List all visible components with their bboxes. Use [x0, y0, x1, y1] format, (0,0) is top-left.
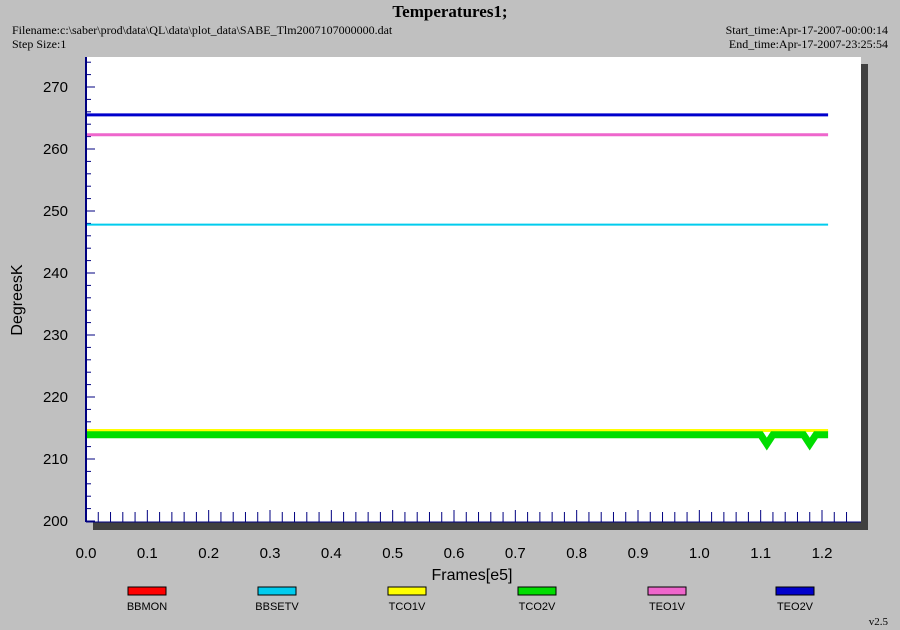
- legend-label-bbmon: BBMON: [127, 601, 167, 613]
- series-line-tco2v: [86, 431, 829, 451]
- legend-swatch-teo2v: [775, 586, 815, 596]
- legend-label-bbsetv: BBSETV: [255, 601, 299, 613]
- x-tick-label: 0.0: [76, 545, 97, 562]
- x-tick-label: 0.2: [198, 545, 219, 562]
- version-label: v2.5: [868, 616, 888, 628]
- start-time-text: Start_time:Apr-17-2007-00:00:14: [725, 23, 888, 37]
- chart-title: Temperatures1;: [392, 2, 508, 21]
- legend-swatch-teo1v: [647, 586, 687, 596]
- plot-area: [86, 57, 861, 522]
- end-time-text: End_time:Apr-17-2007-23:25:54: [728, 37, 888, 51]
- x-tick-label: 0.8: [566, 545, 587, 562]
- step-size-text: Step Size:1: [12, 37, 67, 51]
- y-tick-label: 210: [43, 451, 68, 468]
- legend-swatch-tco2v: [517, 586, 557, 596]
- legend-swatch-bbmon: [127, 586, 167, 596]
- x-tick-label: 0.5: [382, 545, 403, 562]
- x-tick-label: 0.4: [321, 545, 342, 562]
- legend-label-tco1v: TCO1V: [389, 601, 426, 613]
- x-tick-label: 1.1: [750, 545, 771, 562]
- y-tick-label: 260: [43, 141, 68, 158]
- legend-label-teo1v: TEO1V: [649, 601, 686, 613]
- legend-swatch-tco1v: [387, 586, 427, 596]
- legend-swatch-bbsetv: [257, 586, 297, 596]
- y-tick-label: 240: [43, 265, 68, 282]
- y-tick-label: 230: [43, 327, 68, 344]
- legend-label-tco2v: TCO2V: [519, 601, 556, 613]
- x-tick-label: 1.2: [812, 545, 833, 562]
- y-tick-label: 270: [43, 79, 68, 96]
- y-tick-label: 250: [43, 203, 68, 220]
- y-tick-label: 220: [43, 389, 68, 406]
- x-axis-label: Frames[e5]: [432, 567, 513, 584]
- y-axis-label: DegreesK: [9, 264, 26, 335]
- x-tick-label: 1.0: [689, 545, 710, 562]
- x-tick-label: 0.6: [444, 545, 465, 562]
- legend-label-teo2v: TEO2V: [777, 601, 814, 613]
- x-tick-label: 0.1: [137, 545, 158, 562]
- x-tick-label: 0.9: [628, 545, 649, 562]
- y-tick-label: 200: [43, 513, 68, 530]
- x-tick-label: 0.7: [505, 545, 526, 562]
- filename-text: Filename:c:\saber\prod\data\QL\data\plot…: [12, 23, 393, 37]
- x-tick-label: 0.3: [260, 545, 281, 562]
